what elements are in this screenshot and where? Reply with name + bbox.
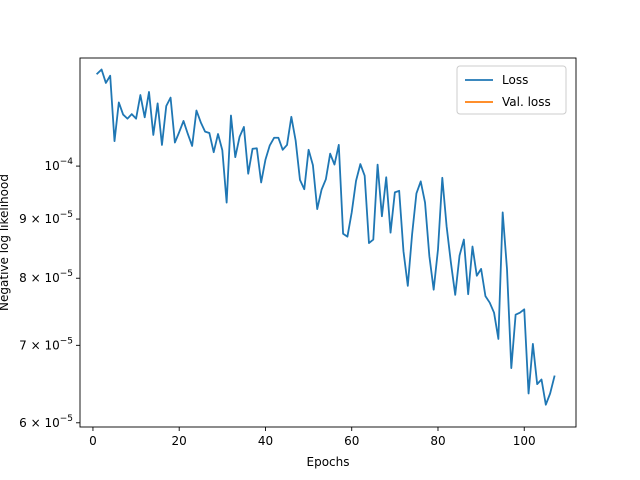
x-tick-label: 60 [344, 434, 359, 448]
y-tick-label: 6 × 10−5 [19, 414, 73, 430]
x-tick-label: 80 [430, 434, 445, 448]
y-tick-label: 7 × 10−5 [19, 336, 73, 352]
series-line [95, 68, 556, 406]
plot-area [95, 68, 556, 406]
y-tick-label: 9 × 10−5 [19, 210, 73, 226]
legend-label: Loss [502, 73, 528, 87]
x-tick-label: 20 [172, 434, 187, 448]
x-axis-label: Epochs [307, 455, 350, 469]
series-loss [95, 68, 556, 406]
x-tick-label: 40 [258, 434, 273, 448]
axes-frame [79, 57, 577, 428]
y-tick-label: 8 × 10−5 [19, 269, 73, 285]
x-tick-label: 100 [513, 434, 536, 448]
x-tick-label: 0 [89, 434, 97, 448]
legend-item: Val. loss [465, 95, 551, 109]
y-tick-label: 10−4 [44, 157, 73, 173]
legend-item: Loss [465, 73, 528, 87]
legend: Loss Val. loss [456, 65, 567, 115]
axes: 0 20 40 60 80 100 6 × 10−5 7 × 10−5 8 × 10−5 9 × … [19, 57, 577, 448]
y-axis-label: Negative log likelihood [0, 174, 11, 311]
legend-label: Val. loss [502, 95, 551, 109]
